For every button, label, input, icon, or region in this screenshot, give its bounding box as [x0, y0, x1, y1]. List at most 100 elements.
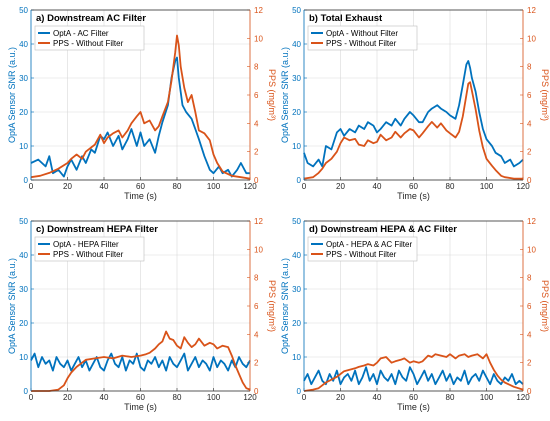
y-right-tick-label: 8 — [527, 274, 532, 283]
legend-label: OptA - Without Filter — [326, 29, 398, 38]
x-tick-label: 20 — [336, 393, 345, 402]
y-right-tick-label: 8 — [527, 63, 532, 72]
y-right-tick-label: 10 — [254, 245, 263, 254]
y-left-tick-label: 40 — [292, 251, 301, 260]
y-left-tick-label: 0 — [297, 176, 302, 185]
y-right-tick-label: 2 — [254, 359, 259, 368]
y-left-tick-label: 40 — [19, 40, 28, 49]
y-right-tick-label: 12 — [254, 217, 263, 226]
chart-title: d) Downstream HEPA & AC Filter — [309, 224, 457, 235]
legend-label: OptA - AC Filter — [53, 29, 109, 38]
legend-label: OptA - HEPA Filter — [53, 240, 119, 249]
x-tick-label: 120 — [243, 182, 257, 191]
y-right-tick-label: 2 — [527, 359, 532, 368]
y-left-tick-label: 30 — [292, 285, 301, 294]
x-tick-label: 40 — [100, 393, 109, 402]
y-right-tick-label: 6 — [527, 91, 532, 100]
y-left-tick-label: 20 — [292, 108, 301, 117]
legend-box — [34, 25, 145, 51]
y-right-tick-label: 0 — [527, 176, 532, 185]
y-left-tick-label: 50 — [19, 217, 28, 226]
y-left-tick-label: 20 — [19, 319, 28, 328]
legend-label: PPS - Without Filter — [326, 39, 397, 48]
y-right-tick-label: 6 — [254, 91, 259, 100]
legend-label: PPS - Without Filter — [53, 39, 124, 48]
x-tick-label: 0 — [302, 182, 307, 191]
legend-box — [34, 236, 145, 262]
y-left-tick-label: 0 — [24, 387, 29, 396]
y-left-tick-label: 30 — [19, 285, 28, 294]
y-right-axis-label: PPS (mg/m³) — [540, 280, 550, 332]
pps-series-line — [31, 330, 251, 392]
x-tick-label: 0 — [302, 393, 307, 402]
y-left-tick-label: 30 — [19, 74, 28, 83]
y-right-tick-label: 12 — [254, 6, 263, 15]
x-tick-label: 100 — [207, 393, 221, 402]
y-left-axis-label: OptA Sensor SNR (a.u.) — [280, 258, 290, 354]
y-right-axis-label: PPS (mg/m³) — [267, 69, 277, 121]
x-tick-label: 120 — [243, 393, 257, 402]
x-tick-label: 80 — [173, 393, 182, 402]
opta-series-line — [30, 352, 251, 372]
y-left-tick-label: 30 — [292, 74, 301, 83]
y-right-tick-label: 6 — [527, 302, 532, 311]
legend-label: PPS - Without Filter — [53, 250, 124, 259]
y-left-axis-label: OptA Sensor SNR (a.u.) — [7, 47, 17, 143]
x-tick-label: 60 — [136, 393, 145, 402]
x-axis-label: Time (s) — [397, 191, 430, 201]
y-left-axis-label: OptA Sensor SNR (a.u.) — [7, 258, 17, 354]
y-left-tick-label: 10 — [292, 353, 301, 362]
y-left-tick-label: 50 — [19, 6, 28, 15]
opta-series-line — [303, 60, 524, 168]
y-left-tick-label: 50 — [292, 217, 301, 226]
y-right-tick-label: 0 — [527, 387, 532, 396]
y-left-tick-label: 10 — [19, 142, 28, 151]
x-axis-label: Time (s) — [397, 402, 430, 412]
x-tick-label: 60 — [409, 182, 418, 191]
x-tick-label: 60 — [409, 393, 418, 402]
legend-box — [307, 25, 418, 51]
x-axis-label: Time (s) — [124, 191, 157, 201]
y-right-tick-label: 10 — [527, 34, 536, 43]
x-tick-label: 100 — [207, 182, 221, 191]
x-tick-label: 100 — [480, 393, 494, 402]
y-left-tick-label: 20 — [292, 319, 301, 328]
y-right-axis-label: PPS (mg/m³) — [540, 69, 550, 121]
y-right-tick-label: 2 — [527, 148, 532, 157]
y-right-tick-label: 4 — [254, 119, 259, 128]
y-left-tick-label: 0 — [24, 176, 29, 185]
legend-label: OptA - HEPA & AC Filter — [326, 240, 412, 249]
x-tick-label: 40 — [373, 182, 382, 191]
y-right-axis-label: PPS (mg/m³) — [267, 280, 277, 332]
x-tick-label: 60 — [136, 182, 145, 191]
x-tick-label: 0 — [29, 182, 34, 191]
pps-series-line — [303, 81, 523, 180]
x-tick-label: 120 — [516, 393, 530, 402]
x-tick-label: 80 — [446, 182, 455, 191]
y-left-tick-label: 10 — [19, 353, 28, 362]
chart-title: b) Total Exhaust — [309, 13, 383, 24]
y-right-tick-label: 10 — [527, 245, 536, 254]
y-right-tick-label: 4 — [254, 330, 259, 339]
x-tick-label: 20 — [336, 182, 345, 191]
y-left-axis-label: OptA Sensor SNR (a.u.) — [280, 47, 290, 143]
y-right-tick-label: 0 — [254, 387, 259, 396]
pps-series-line — [30, 34, 251, 180]
y-left-tick-label: 40 — [292, 40, 301, 49]
y-right-tick-label: 6 — [254, 302, 259, 311]
y-right-tick-label: 4 — [527, 330, 532, 339]
legend-label: PPS - Without Filter — [326, 250, 397, 259]
y-left-tick-label: 0 — [297, 387, 302, 396]
x-tick-label: 20 — [63, 393, 72, 402]
opta-series-line — [303, 366, 524, 386]
y-right-tick-label: 12 — [527, 217, 536, 226]
y-right-tick-label: 8 — [254, 274, 259, 283]
chart-title: a) Downstream AC Filter — [36, 13, 146, 24]
x-tick-label: 20 — [63, 182, 72, 191]
y-right-tick-label: 12 — [527, 6, 536, 15]
